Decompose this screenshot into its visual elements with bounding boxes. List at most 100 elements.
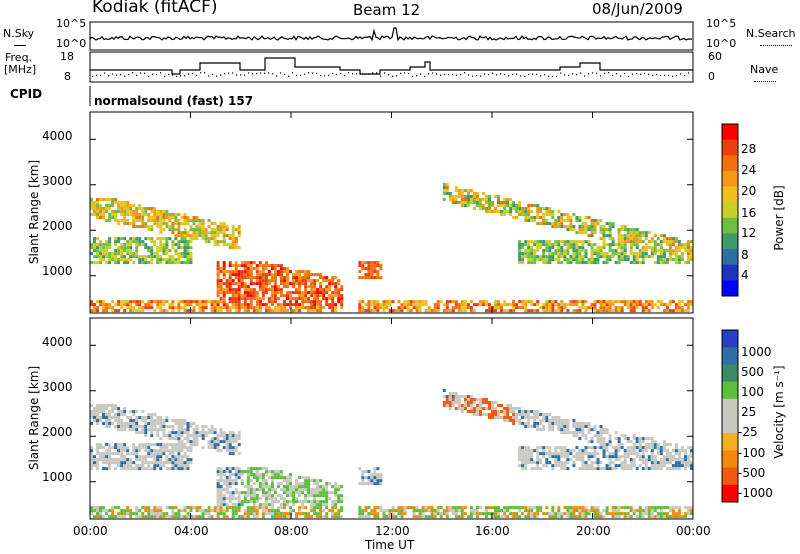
heatmap-cell <box>424 509 428 513</box>
heatmap-cell <box>481 413 485 416</box>
nave-dot <box>424 75 426 77</box>
heatmap-cell <box>289 476 292 480</box>
heatmap-cell <box>623 464 627 468</box>
heatmap-cell <box>563 249 567 253</box>
heatmap-cell <box>240 482 244 486</box>
heatmap-cell <box>144 243 148 247</box>
heatmap-cell <box>403 506 407 510</box>
heatmap-cell <box>590 261 594 265</box>
heatmap-cell <box>123 467 127 471</box>
heatmap-cell <box>298 291 301 295</box>
heatmap-cell <box>150 300 154 304</box>
heatmap-cell <box>497 303 500 307</box>
heatmap-cell <box>687 246 690 250</box>
heatmap-cell <box>189 240 193 244</box>
heatmap-cell <box>222 440 226 444</box>
heatmap-cell <box>162 452 166 456</box>
heatmap-cell <box>463 309 467 313</box>
nave-dot <box>644 72 646 74</box>
heatmap-cell <box>162 222 166 226</box>
heatmap-cell <box>105 422 109 425</box>
heatmap-cell <box>488 416 491 419</box>
heatmap-cell <box>270 470 274 474</box>
heatmap-cell <box>174 437 178 441</box>
heatmap-cell <box>379 473 383 477</box>
heatmap-cell <box>578 261 582 265</box>
heatmap-cell <box>180 425 184 428</box>
heatmap-cell <box>183 431 187 435</box>
heatmap-cell <box>114 506 118 510</box>
heatmap-cell <box>409 303 413 307</box>
heatmap-cell <box>180 237 184 241</box>
heatmap-cell <box>156 261 160 265</box>
heatmap-cell <box>114 419 118 422</box>
heatmap-cell <box>554 458 558 462</box>
heatmap-cell <box>575 506 579 510</box>
heatmap-cell <box>665 249 669 253</box>
heatmap-cell <box>457 407 461 410</box>
heatmap-cell <box>189 252 193 256</box>
heatmap-cell <box>472 192 476 195</box>
heatmap-cell <box>264 288 268 292</box>
heatmap-cell <box>557 452 561 456</box>
heatmap-cell <box>264 509 268 513</box>
nave-dot <box>256 73 258 75</box>
heatmap-cell <box>331 297 335 301</box>
heatmap-cell <box>569 512 573 516</box>
heatmap-cell <box>548 246 552 250</box>
heatmap-cell <box>334 488 338 492</box>
heatmap-cell <box>457 306 461 310</box>
heatmap-cell <box>286 488 289 492</box>
heatmap-cell <box>213 443 217 447</box>
heatmap-cell <box>608 464 612 468</box>
heatmap-cell <box>575 252 579 256</box>
heatmap-cell <box>620 240 624 244</box>
heatmap-cell <box>171 246 175 250</box>
heatmap-cell <box>626 240 630 244</box>
heatmap-cell <box>560 425 564 428</box>
heatmap-cell <box>96 249 99 253</box>
heatmap-cell <box>584 437 588 441</box>
heatmap-cell <box>159 306 163 310</box>
heatmap-cell <box>460 509 464 513</box>
heatmap-cell <box>186 431 190 435</box>
heatmap-cell <box>602 428 606 432</box>
heatmap-cell <box>503 416 507 419</box>
colorbar-swatch <box>722 280 738 297</box>
heatmap-cell <box>90 252 93 256</box>
heatmap-cell <box>527 213 531 216</box>
heatmap-cell <box>605 509 609 513</box>
heatmap-cell <box>120 219 124 222</box>
heatmap-cell <box>198 300 202 304</box>
heatmap-cell <box>174 461 178 465</box>
heatmap-cell <box>180 255 184 259</box>
nave-dot <box>600 75 602 77</box>
heatmap-cell <box>204 240 208 244</box>
heatmap-cell <box>90 204 93 207</box>
heatmap-cell <box>533 309 537 313</box>
heatmap-cell <box>171 515 175 519</box>
heatmap-cell <box>578 509 582 513</box>
heatmap-cell <box>129 207 133 210</box>
heatmap-cell <box>424 309 428 313</box>
heatmap-cell <box>144 246 148 250</box>
heatmap-cell <box>653 464 657 468</box>
heatmap-cell <box>114 219 118 222</box>
heatmap-cell <box>602 252 606 256</box>
heatmap-cell <box>485 515 488 519</box>
heatmap-cell <box>364 261 368 265</box>
heatmap-cell <box>566 449 570 453</box>
heatmap-cell <box>258 297 262 301</box>
heatmap-cell <box>295 306 298 310</box>
heatmap-cell <box>581 512 585 516</box>
heatmap-cell <box>210 431 214 435</box>
heatmap-cell <box>551 509 555 513</box>
heatmap-cell <box>135 213 139 216</box>
heatmap-cell <box>183 306 187 310</box>
heatmap-cell <box>310 300 314 304</box>
heatmap-cell <box>252 467 256 471</box>
heatmap-cell <box>367 479 371 483</box>
heatmap-cell <box>177 255 181 259</box>
heatmap-cell <box>96 201 99 204</box>
heatmap-cell <box>295 279 298 283</box>
